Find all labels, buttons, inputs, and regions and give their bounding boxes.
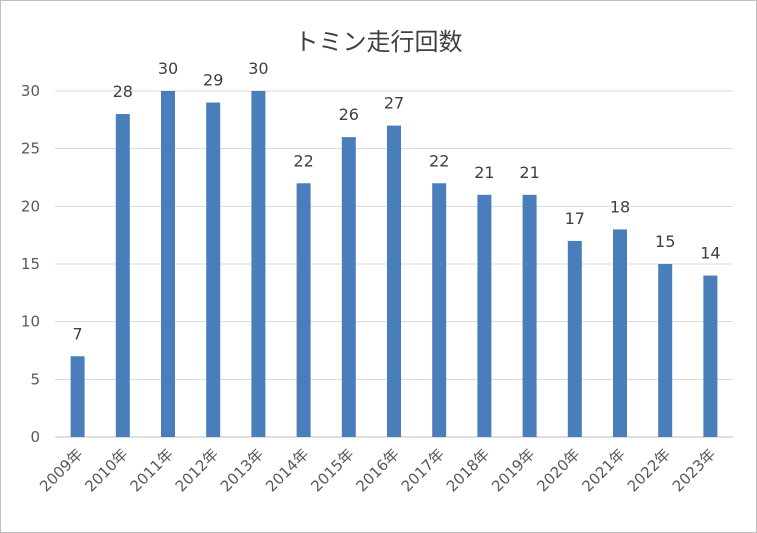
bar bbox=[522, 194, 537, 437]
chart-title: トミン走行回数 bbox=[294, 28, 463, 56]
y-tick-label: 30 bbox=[21, 82, 40, 100]
x-tick-label: 2021年 bbox=[578, 445, 628, 495]
bar bbox=[70, 356, 85, 437]
data-label: 21 bbox=[474, 163, 494, 182]
data-label: 7 bbox=[73, 324, 83, 343]
x-tick-label: 2010年 bbox=[81, 445, 131, 495]
data-label: 22 bbox=[293, 151, 313, 170]
x-tick-label: 2019年 bbox=[488, 445, 538, 495]
bar bbox=[115, 114, 130, 438]
bar bbox=[432, 183, 447, 437]
x-tick-label: 2012年 bbox=[172, 445, 222, 495]
data-label: 14 bbox=[700, 244, 720, 263]
x-tick-label: 2022年 bbox=[624, 445, 674, 495]
bar bbox=[161, 91, 175, 437]
data-label: 30 bbox=[248, 59, 268, 78]
bar bbox=[477, 194, 492, 437]
x-tick-label: 2017年 bbox=[398, 445, 448, 495]
bar bbox=[613, 229, 627, 437]
x-tick-label: 2015年 bbox=[307, 445, 357, 495]
data-label: 27 bbox=[384, 94, 404, 113]
data-label: 29 bbox=[203, 71, 223, 90]
x-tick-label: 2016年 bbox=[352, 445, 402, 495]
y-tick-label: 0 bbox=[30, 428, 40, 446]
data-label: 22 bbox=[429, 151, 449, 170]
data-label: 21 bbox=[519, 163, 539, 182]
data-label: 18 bbox=[610, 197, 630, 216]
x-tick-label: 2013年 bbox=[217, 445, 267, 495]
bar bbox=[296, 183, 311, 437]
data-label: 15 bbox=[655, 232, 675, 251]
x-tick-label: 2023年 bbox=[669, 445, 719, 495]
bar bbox=[703, 275, 718, 437]
y-tick-label: 5 bbox=[30, 370, 40, 388]
data-label: 28 bbox=[113, 82, 133, 101]
bar bbox=[206, 102, 221, 438]
data-label: 26 bbox=[339, 105, 359, 124]
y-tick-label: 10 bbox=[21, 313, 40, 331]
bar bbox=[658, 264, 673, 437]
data-label: 17 bbox=[565, 209, 585, 228]
x-tick-label: 2009年 bbox=[36, 445, 86, 495]
x-tick-label: 2014年 bbox=[262, 445, 312, 495]
y-tick-label: 20 bbox=[21, 197, 40, 215]
data-label: 30 bbox=[158, 59, 178, 78]
y-tick-label: 25 bbox=[21, 140, 40, 158]
x-tick-label: 2011年 bbox=[126, 445, 176, 495]
bar bbox=[251, 91, 266, 437]
bar bbox=[387, 125, 401, 437]
bar bbox=[567, 240, 582, 437]
x-tick-label: 2020年 bbox=[533, 445, 583, 495]
x-tick-label: 2018年 bbox=[443, 445, 493, 495]
y-tick-label: 15 bbox=[21, 255, 40, 273]
bar bbox=[341, 137, 356, 437]
